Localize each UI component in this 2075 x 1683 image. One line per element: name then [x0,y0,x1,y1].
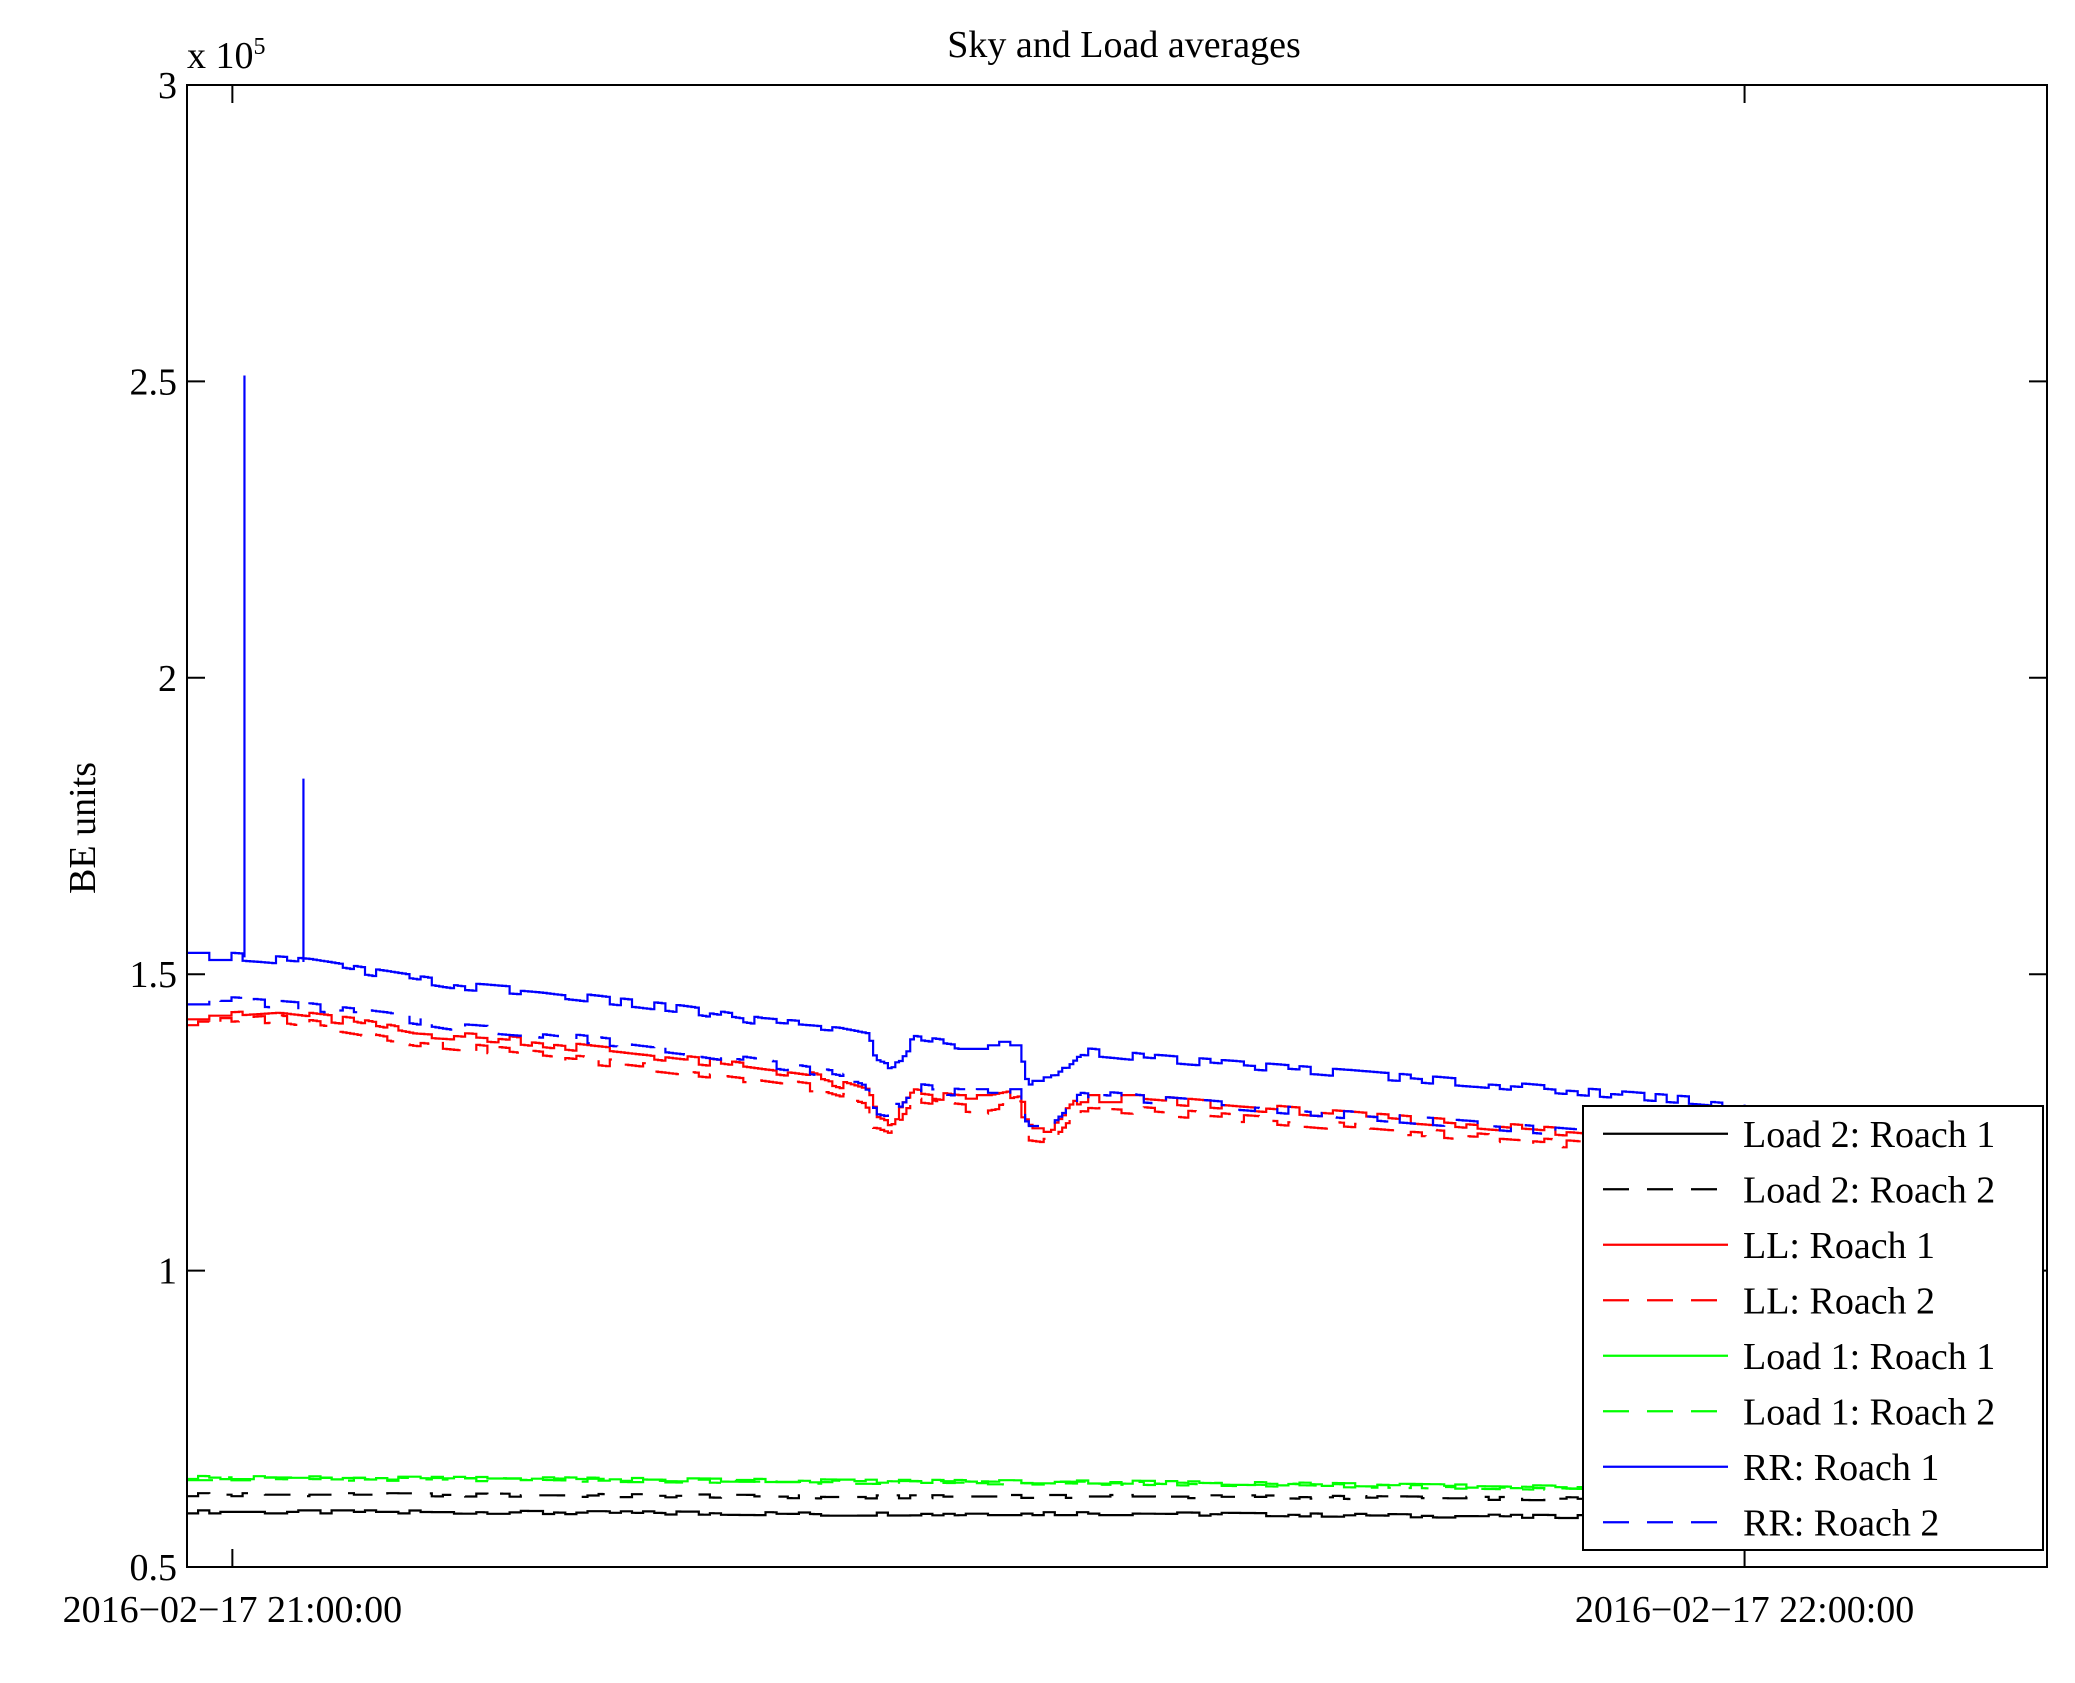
series-line-rr-roach-1 [187,951,1746,1109]
legend-label-ll-roach-2: LL: Roach 2 [1743,1280,1935,1322]
series-line-rr-roach-2 [187,996,1746,1144]
y-exponent-base: x 10 [187,35,254,77]
y-tick-label: 2.5 [130,361,178,403]
legend-label-load-1-roach-2: Load 1: Roach 2 [1743,1391,1995,1433]
y-axis-exponent: x 105 [187,34,266,77]
series-line-load-2-roach-2 [187,1492,1745,1502]
series-line-load-2-roach-1 [187,1509,1746,1520]
series-line-ll-roach-2 [187,1014,1746,1155]
legend-label-load-1-roach-1: Load 1: Roach 1 [1743,1336,1995,1378]
legend-label-load-2-roach-2: Load 2: Roach 2 [1743,1169,1995,1211]
legend-label-rr-roach-2: RR: Roach 2 [1743,1502,1939,1544]
x-tick-label: 2016−02−17 22:00:00 [1575,1589,1914,1631]
y-tick-label: 0.5 [130,1547,178,1589]
legend-label-rr-roach-1: RR: Roach 1 [1743,1447,1939,1489]
y-tick-label: 1.5 [130,954,178,996]
x-tick-label: 2016−02−17 21:00:00 [63,1589,402,1631]
y-tick-label: 3 [158,65,177,107]
series-line-ll-roach-1 [187,1010,1746,1150]
legend-label-load-2-roach-1: Load 2: Roach 1 [1743,1114,1995,1156]
series-line-load-1-roach-2 [187,1476,1746,1493]
chart-title: Sky and Load averages [947,24,1301,66]
y-tick-label: 2 [158,658,177,700]
y-exponent-power: 5 [254,34,266,60]
axes-layer: 0.5 1 1.5 2 2.5 3 2016−02−17 21:00:00 2016−02−1… [63,65,2048,1631]
legend-label-ll-roach-1: LL: Roach 1 [1743,1225,1935,1267]
series-layer [187,375,1746,1520]
y-tick-label: 1 [158,1251,177,1293]
legend-box [1582,1105,2044,1551]
y-axis-title: BE units [62,762,104,894]
legend: Load 2: Roach 1 Load 2: Roach 2 LL: Roach … [1582,1105,2044,1551]
plot-frame [186,84,2048,1568]
